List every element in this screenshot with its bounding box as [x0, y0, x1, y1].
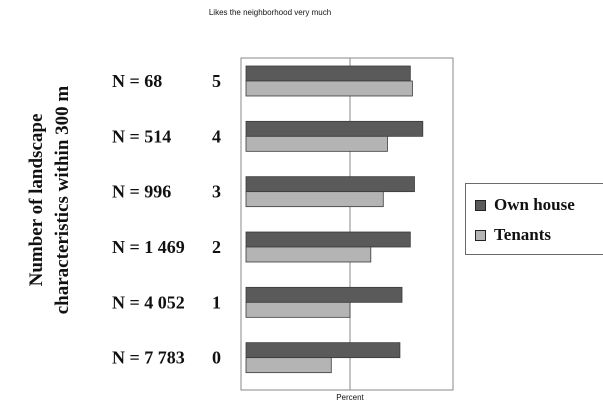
- bar-tenants-4: [245, 135, 388, 152]
- y-tick-label: 3: [212, 182, 221, 202]
- y-tick-label: 4: [212, 126, 221, 146]
- y-tick-label: 2: [212, 237, 221, 257]
- bar-own-house-1: [245, 286, 403, 303]
- legend-swatch-tenants: [475, 229, 486, 241]
- y-tick-label: 5: [212, 71, 221, 91]
- bar-own-house-5: [245, 65, 411, 82]
- category-count-label: N = 1 469: [112, 237, 185, 257]
- y-tick-label: 0: [212, 348, 221, 368]
- legend: Own house Tenants: [465, 183, 603, 255]
- bar-own-house-0: [245, 342, 401, 359]
- category-count-label: N = 996: [112, 182, 171, 202]
- legend-swatch-own-house: [475, 199, 486, 211]
- plot-frame: [240, 57, 454, 391]
- bar-tenants-3: [245, 191, 384, 208]
- bar-own-house-2: [245, 231, 411, 248]
- bar-tenants-5: [245, 80, 413, 97]
- legend-label-tenants: Tenants: [494, 225, 552, 244]
- x-axis-label: Percent: [336, 393, 364, 402]
- category-count-label: N = 514: [112, 126, 171, 146]
- legend-label-own-house: Own house: [494, 195, 575, 214]
- bar-tenants-2: [245, 246, 372, 263]
- chart-title: Likes the neighborhood very much: [208, 8, 332, 17]
- y-tick-label: 1: [212, 292, 221, 312]
- legend-item-own-house: Own house: [475, 194, 575, 216]
- bar-tenants-0: [245, 357, 332, 374]
- category-count-label: N = 7 783: [112, 348, 185, 368]
- category-count-label: N = 68: [112, 71, 162, 91]
- legend-item-tenants: Tenants: [475, 224, 551, 246]
- bar-tenants-1: [245, 301, 351, 318]
- category-count-label: N = 4 052: [112, 292, 185, 312]
- bar-own-house-4: [245, 120, 424, 137]
- bar-own-house-3: [245, 176, 415, 193]
